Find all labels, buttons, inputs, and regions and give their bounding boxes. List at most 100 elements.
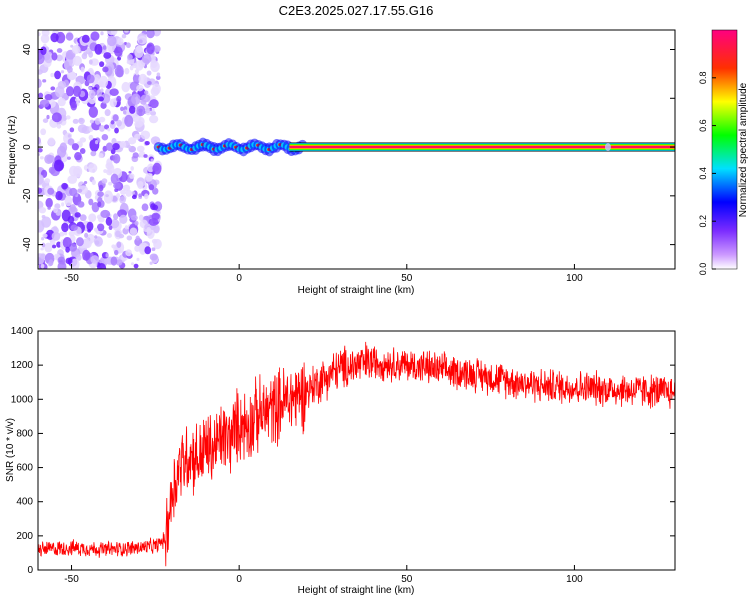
spectrogram-x-ticks: -50 0 50 100 <box>64 264 583 284</box>
noise-blob <box>124 114 134 127</box>
noise-blob <box>126 235 133 241</box>
noise-blob <box>65 115 71 120</box>
noise-blob <box>120 106 125 112</box>
noise-blob <box>120 189 126 195</box>
noise-blob <box>72 55 82 66</box>
noise-blob <box>40 46 47 55</box>
noise-blob <box>144 246 152 255</box>
spectrogram-x-tick-label: -50 <box>64 273 79 284</box>
noise-blob <box>97 216 105 223</box>
noise-blob <box>116 193 121 199</box>
noise-blob <box>38 92 44 99</box>
noise-blob <box>62 117 67 121</box>
noise-blob <box>127 54 133 61</box>
noise-blob <box>44 51 54 64</box>
noise-blob <box>94 139 99 145</box>
noise-blob <box>146 163 155 173</box>
noise-blob <box>98 124 105 132</box>
spectrogram-signal-trace <box>153 137 675 157</box>
noise-blob <box>136 84 144 92</box>
noise-blob <box>71 143 79 151</box>
noise-blob <box>61 202 65 207</box>
noise-blob <box>38 136 41 145</box>
noise-blob <box>135 71 139 76</box>
noise-blob <box>56 48 63 53</box>
noise-blob <box>117 37 124 46</box>
noise-blob <box>38 69 43 75</box>
noise-blob <box>141 203 149 212</box>
noise-blob <box>48 259 54 266</box>
snr-panel: -50 0 50 100 0 200 400 600 800 1000 1200 1400 Heig… <box>5 326 676 596</box>
noise-blob <box>103 52 112 59</box>
noise-blob <box>133 263 139 269</box>
noise-blob <box>64 231 68 236</box>
noise-blob <box>44 242 53 253</box>
noise-blob <box>88 213 97 223</box>
spectrogram-panel: -50 0 50 100 -40 -20 0 20 40 Height of straight… <box>7 29 676 296</box>
noise-blob <box>146 70 152 76</box>
noise-blob <box>94 195 99 200</box>
noise-blob <box>149 110 157 116</box>
spectrogram-y-ticks: -40 -20 0 20 40 <box>22 44 675 252</box>
noise-blob <box>46 114 50 120</box>
noise-blob <box>97 96 104 102</box>
noise-blob <box>74 212 81 218</box>
noise-blob <box>134 245 141 252</box>
noise-blob <box>151 108 155 112</box>
snr-y-tick-label: 800 <box>16 428 33 439</box>
noise-blob <box>86 74 95 84</box>
noise-blob <box>79 137 87 143</box>
noise-blob <box>62 237 72 249</box>
noise-blob <box>103 169 108 174</box>
noise-blob <box>111 244 116 249</box>
noise-blob <box>57 256 66 265</box>
snr-y-axis-label: SNR (10 * v/v) <box>5 418 16 482</box>
noise-blob <box>88 86 92 90</box>
noise-blob <box>40 128 47 136</box>
noise-blob <box>81 34 90 43</box>
noise-blob <box>38 147 43 153</box>
noise-blob <box>47 137 55 146</box>
noise-blob <box>151 238 158 244</box>
snr-x-axis-label: Height of straight line (km) <box>298 585 415 596</box>
noise-blob <box>138 73 148 85</box>
snr-y-tick-label: 0 <box>27 565 33 576</box>
noise-blob <box>115 259 123 266</box>
noise-blob <box>114 249 119 256</box>
colorbar-tick-label: 0.4 <box>698 167 708 180</box>
spectrogram-x-tick-label: 100 <box>566 273 583 284</box>
noise-blob <box>66 156 71 160</box>
noise-blob <box>77 201 85 208</box>
noise-blob <box>53 207 58 214</box>
noise-blob <box>41 237 45 241</box>
noise-blob <box>121 81 130 93</box>
noise-blob <box>51 112 62 123</box>
spectrogram-frame <box>37 29 676 270</box>
snr-x-ticks: -50 0 50 100 <box>64 565 583 585</box>
snr-x-tick-label: 50 <box>401 574 413 585</box>
snr-y-ticks: 0 200 400 600 800 1000 1200 1400 <box>11 326 675 576</box>
snr-y-tick-label: 1000 <box>11 394 34 405</box>
noise-blob <box>143 154 148 158</box>
noise-blob <box>150 61 160 73</box>
noise-blob <box>138 117 145 126</box>
noise-blob <box>71 45 81 54</box>
noise-blob <box>57 97 66 107</box>
noise-blob <box>156 72 161 77</box>
noise-blob <box>87 229 92 233</box>
noise-blob <box>97 201 102 208</box>
noise-blob <box>64 195 73 207</box>
noise-blob <box>122 110 127 115</box>
noise-blob <box>40 263 45 269</box>
noise-blob <box>114 127 119 134</box>
noise-blob <box>67 138 75 146</box>
noise-blob <box>88 198 94 206</box>
noise-blob <box>106 233 112 238</box>
noise-blob <box>119 195 126 204</box>
noise-blob <box>82 249 91 261</box>
noise-blob <box>89 119 94 124</box>
noise-blob <box>70 101 78 111</box>
noise-blob <box>146 42 155 55</box>
noise-blob <box>55 31 66 44</box>
noise-blob <box>107 127 111 132</box>
